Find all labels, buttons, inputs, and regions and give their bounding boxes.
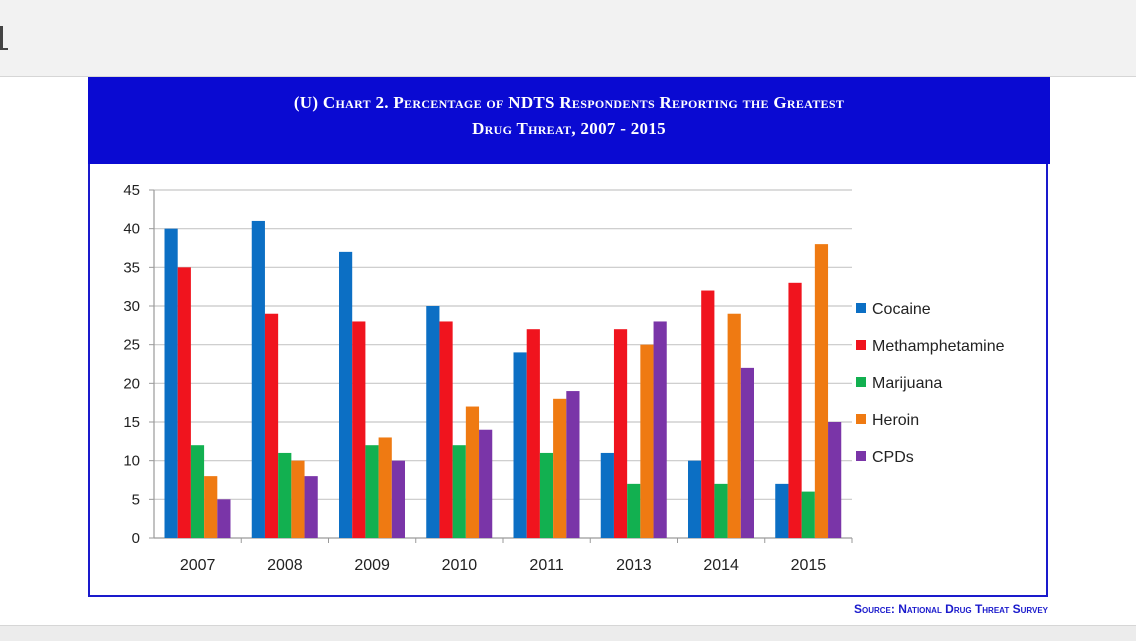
bar-heroin-2014 (727, 313, 741, 538)
bar-heroin-2015 (814, 244, 829, 538)
bar-cocaine-2007 (164, 228, 178, 538)
bar-cpds-2008 (304, 476, 318, 538)
legend-swatch-methamphetamine (856, 340, 866, 350)
bar-methamphetamine-2015 (788, 282, 802, 538)
bar-methamphetamine-2011 (526, 329, 540, 538)
source-caption: Source: National Drug Threat Survey (853, 602, 1048, 616)
legend-swatch-cpds (856, 451, 866, 461)
chart-title-line1: (U) Chart 2. Percentage of NDTS Responde… (293, 93, 845, 112)
bar-chart: 0 5 10 15 20 25 30 35 40 45 2007 2008 2009 2010 2011 20… (123, 182, 1005, 574)
y-tick-label: 20 (123, 375, 140, 392)
browser-bottom-bar (0, 625, 1136, 641)
edge-cursor-icon (0, 26, 8, 50)
chart-title-banner: (U) Chart 2. Percentage of NDTS Responde… (88, 77, 1050, 164)
bar-heroin-2009 (378, 437, 392, 538)
bar-heroin-2013 (640, 344, 654, 538)
bar-heroin-2007 (204, 476, 218, 538)
x-tick-label: 2010 (442, 557, 478, 574)
bar-marijuana-2015 (801, 491, 815, 538)
y-tick-label: 45 (123, 182, 140, 199)
bar-heroin-2008 (291, 460, 305, 538)
x-tick-label: 2014 (703, 557, 739, 574)
bar-marijuana-2011 (539, 452, 554, 538)
y-tick-label: 10 (123, 453, 140, 470)
legend-label-cpds: CPDs (872, 449, 914, 466)
legend-swatch-heroin (856, 414, 866, 424)
bar-marijuana-2008 (278, 452, 292, 538)
bar-cocaine-2011 (513, 352, 527, 538)
x-tick-label: 2013 (616, 557, 652, 574)
bar-methamphetamine-2008 (264, 313, 279, 538)
bar-marijuana-2013 (627, 483, 641, 538)
bar-methamphetamine-2009 (352, 321, 366, 538)
legend-label-heroin: Heroin (872, 412, 919, 429)
bar-cpds-2010 (479, 429, 493, 538)
legend-label-cocaine: Cocaine (872, 301, 931, 318)
browser-top-bar (0, 0, 1136, 77)
x-tick-label: 2007 (180, 557, 216, 574)
bar-methamphetamine-2010 (439, 321, 453, 538)
bar-marijuana-2014 (714, 483, 728, 538)
legend-swatch-cocaine (856, 303, 866, 313)
bar-methamphetamine-2014 (701, 290, 715, 538)
bar-cocaine-2015 (775, 483, 789, 538)
y-tick-label: 35 (123, 259, 140, 276)
bar-methamphetamine-2013 (613, 329, 628, 538)
bar-cpds-2007 (217, 499, 231, 538)
x-tick-label: 2009 (354, 557, 390, 574)
y-tick-label: 40 (123, 221, 140, 238)
bar-marijuana-2007 (190, 445, 205, 538)
x-tick-label: 2008 (267, 557, 303, 574)
y-tick-label: 30 (123, 298, 140, 315)
y-tick-label: 0 (132, 530, 140, 547)
bar-cpds-2015 (828, 422, 842, 538)
x-tick-label: 2015 (791, 557, 827, 574)
y-tick-label: 25 (123, 337, 140, 354)
bar-cocaine-2008 (251, 220, 265, 538)
bar-cocaine-2014 (688, 460, 702, 538)
bar-cpds-2013 (653, 321, 667, 538)
x-tick-label: 2011 (529, 557, 564, 574)
legend-label-methamphetamine: Methamphetamine (872, 338, 1005, 355)
y-tick-label: 15 (123, 414, 140, 431)
bar-heroin-2010 (465, 406, 480, 538)
bar-marijuana-2009 (365, 445, 379, 538)
bar-cocaine-2009 (339, 251, 353, 538)
legend-label-marijuana: Marijuana (872, 375, 942, 392)
bar-heroin-2011 (553, 398, 567, 538)
bar-cpds-2014 (740, 367, 754, 538)
y-tick-label: 5 (132, 491, 140, 508)
bar-methamphetamine-2007 (177, 267, 191, 538)
bar-marijuana-2010 (452, 445, 466, 538)
bar-cocaine-2010 (426, 306, 440, 538)
chart-title-line2: Drug Threat, 2007 - 2015 (472, 119, 666, 138)
bar-cpds-2011 (566, 391, 580, 538)
bar-cpds-2009 (391, 460, 405, 538)
bar-cocaine-2013 (600, 452, 614, 538)
legend-swatch-marijuana (856, 377, 866, 387)
